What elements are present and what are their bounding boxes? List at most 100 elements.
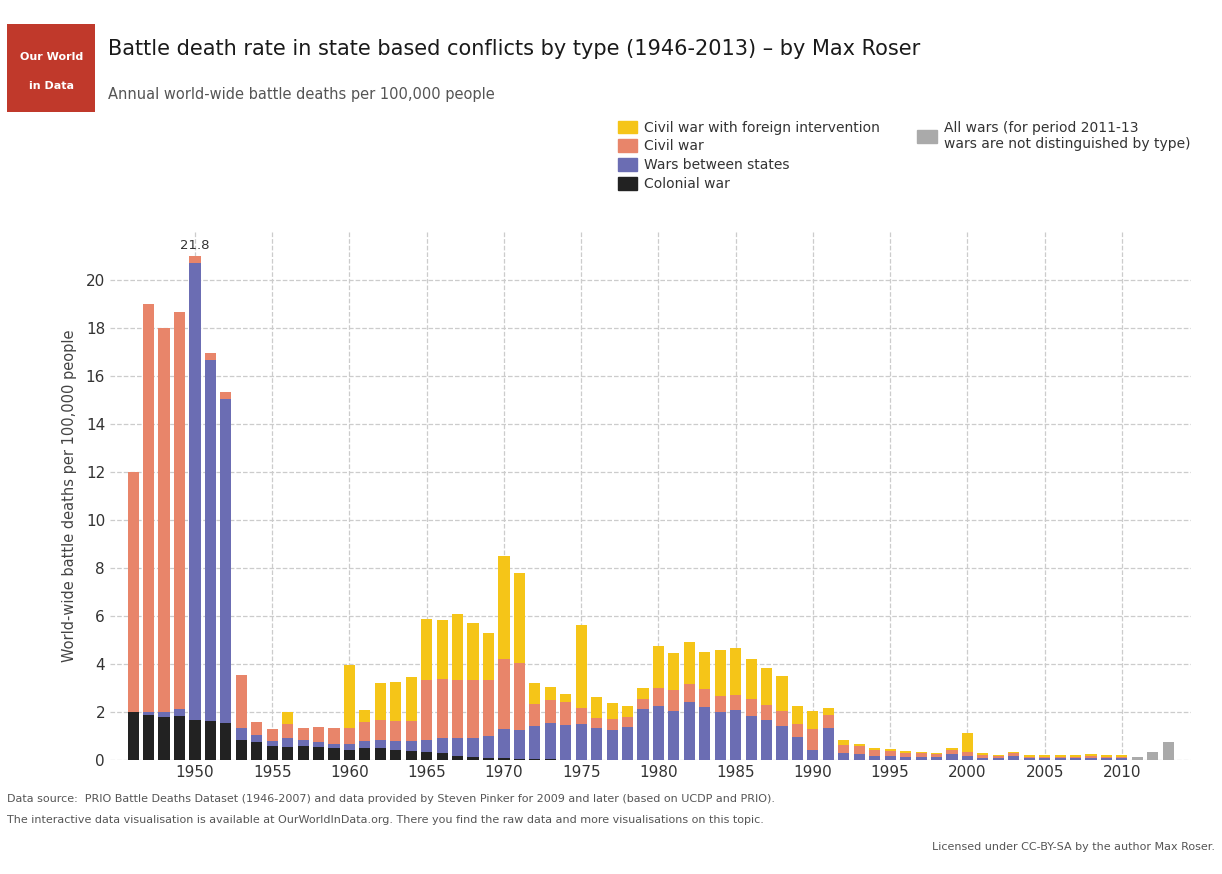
Bar — [406, 751, 417, 760]
Bar — [343, 744, 356, 750]
Bar — [127, 472, 139, 712]
Bar — [854, 744, 865, 746]
Bar — [483, 758, 494, 760]
Bar — [978, 758, 989, 760]
Bar — [406, 741, 417, 751]
Bar — [1085, 754, 1096, 755]
Bar — [946, 750, 958, 754]
Bar — [962, 756, 973, 760]
Bar — [1132, 757, 1143, 760]
Bar — [143, 715, 154, 760]
Bar — [684, 642, 695, 684]
Bar — [606, 719, 617, 730]
Bar — [978, 755, 989, 758]
Bar — [1008, 756, 1019, 760]
Bar — [776, 726, 788, 760]
Bar — [576, 625, 587, 708]
Bar — [343, 665, 356, 728]
Text: The interactive data visualisation is available at OurWorldInData.org. There you: The interactive data visualisation is av… — [7, 815, 764, 825]
Bar — [513, 573, 525, 663]
Bar — [513, 663, 525, 731]
Bar — [622, 706, 633, 717]
Bar — [638, 698, 649, 710]
Bar — [499, 556, 510, 659]
Bar — [499, 758, 510, 760]
Text: Licensed under CC-BY-SA by the author Max Roser.: Licensed under CC-BY-SA by the author Ma… — [931, 843, 1215, 852]
Bar — [978, 753, 989, 755]
Bar — [915, 753, 926, 758]
Bar — [730, 710, 742, 760]
Bar — [653, 646, 664, 688]
Bar — [220, 392, 231, 399]
Bar — [529, 725, 540, 760]
Bar — [205, 353, 216, 360]
Bar — [436, 678, 447, 738]
Bar — [715, 697, 726, 712]
Bar — [915, 758, 926, 760]
Bar — [282, 712, 293, 725]
Bar — [436, 753, 447, 760]
Bar — [375, 748, 386, 760]
Bar — [638, 688, 649, 698]
Bar — [576, 724, 587, 760]
Bar — [792, 706, 803, 724]
Bar — [1101, 759, 1112, 760]
Bar — [1101, 757, 1112, 759]
Bar — [992, 755, 1004, 756]
Bar — [452, 738, 463, 755]
Bar — [946, 748, 958, 750]
Bar — [1117, 755, 1128, 757]
Bar — [808, 729, 819, 750]
Bar — [1024, 755, 1035, 757]
Bar — [1055, 757, 1066, 759]
Bar — [901, 753, 912, 757]
Bar — [931, 754, 942, 758]
Bar — [638, 710, 649, 760]
Bar — [483, 736, 494, 758]
Text: Annual world-wide battle deaths per 100,000 people: Annual world-wide battle deaths per 100,… — [108, 87, 494, 102]
Bar — [359, 741, 370, 748]
Bar — [452, 614, 463, 680]
Bar — [992, 758, 1004, 760]
Bar — [252, 722, 263, 735]
Bar — [1085, 759, 1096, 760]
Legend: All wars (for period 2011-13
wars are not distinguished by type): All wars (for period 2011-13 wars are no… — [918, 121, 1190, 150]
Bar — [220, 723, 231, 760]
Bar — [1117, 759, 1128, 760]
Bar — [776, 676, 788, 711]
Bar — [375, 683, 386, 719]
Bar — [761, 720, 772, 760]
Bar — [931, 753, 942, 754]
Bar — [236, 675, 247, 728]
Bar — [422, 740, 433, 752]
Bar — [143, 303, 154, 712]
Bar — [792, 724, 803, 738]
Bar — [885, 751, 896, 756]
Bar — [483, 680, 494, 736]
Bar — [375, 719, 386, 740]
Bar — [406, 677, 417, 721]
Bar — [885, 756, 896, 760]
Bar — [962, 752, 973, 756]
Bar — [159, 717, 170, 760]
Bar — [560, 725, 572, 760]
Bar — [545, 687, 556, 700]
Bar — [668, 653, 679, 690]
Bar — [390, 721, 401, 741]
Bar — [313, 727, 324, 742]
Bar — [174, 312, 185, 709]
Bar — [282, 747, 293, 760]
Text: Our World: Our World — [20, 52, 83, 62]
Bar — [390, 683, 401, 721]
Bar — [452, 755, 463, 760]
Text: Battle death rate in state based conflicts by type (1946-2013) – by Max Roser: Battle death rate in state based conflic… — [108, 39, 920, 59]
Bar — [730, 695, 742, 710]
Bar — [622, 717, 633, 727]
Bar — [436, 738, 447, 753]
Bar — [452, 680, 463, 738]
Bar — [499, 729, 510, 758]
Bar — [901, 757, 912, 760]
Bar — [606, 730, 617, 760]
Bar — [822, 708, 833, 715]
Bar — [529, 683, 540, 704]
